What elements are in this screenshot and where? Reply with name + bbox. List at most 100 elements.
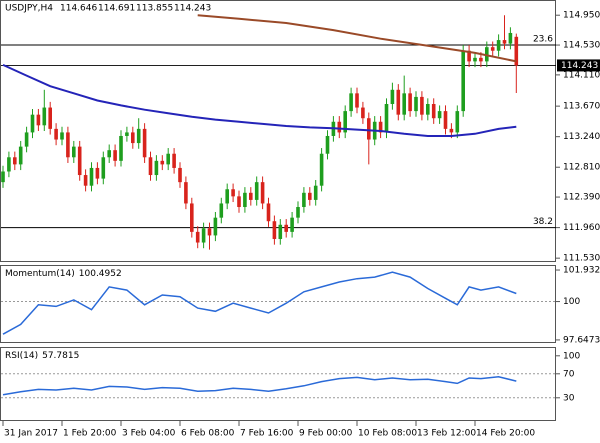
candle-body [142, 128, 147, 158]
candle-body [302, 192, 306, 208]
candle-body [367, 118, 371, 140]
candle-body [207, 228, 212, 236]
candle-body [325, 135, 330, 154]
candle-body [30, 114, 35, 133]
y-tick-label: 112.810 [563, 163, 600, 173]
candle-body [313, 185, 318, 200]
y-tick-label: 114.110 [563, 70, 600, 80]
candle-body [502, 40, 507, 44]
indicator-name: Momentum(14) [5, 269, 75, 279]
current-price-box [557, 59, 600, 72]
candle-body [355, 93, 359, 108]
candle-body [237, 196, 241, 208]
candle-body [461, 50, 465, 112]
candle-body [384, 104, 389, 133]
candle-body [514, 36, 519, 66]
y-tick-label: 113.240 [563, 132, 600, 142]
candle-body [13, 157, 17, 165]
candle-body [490, 47, 495, 51]
current-price-label: 114.243 [561, 61, 598, 71]
candle-body [243, 192, 247, 208]
ohlc-label: 114.691 [98, 4, 135, 14]
candle-body [42, 107, 47, 126]
candle-body [437, 111, 442, 119]
candle-body [107, 150, 111, 158]
candle-body [154, 160, 159, 176]
x-tick-label: 31 Jan 2017 [4, 429, 58, 439]
candle-body [473, 57, 477, 62]
candle-body [77, 146, 82, 176]
y-tick-label: 111.960 [563, 223, 600, 233]
candle-body [414, 96, 418, 112]
candle-body [260, 182, 265, 204]
candle-body [249, 192, 253, 200]
momentum-panel [0, 265, 556, 343]
candle-body [1, 171, 5, 183]
y-tick-label: 97.6473 [563, 335, 600, 345]
y-tick-label: 111.530 [563, 254, 600, 264]
candle-body [396, 89, 401, 115]
indicator-name: RSI(14) [5, 351, 38, 361]
symbol-label: USDJPY,H4 [5, 4, 53, 14]
candle-body [290, 217, 294, 232]
candle-body [113, 150, 117, 161]
rsi-panel [0, 347, 556, 421]
moving-average [2, 63, 517, 137]
candle-body [119, 135, 123, 161]
candle-body [160, 160, 165, 165]
candle-body [54, 128, 58, 140]
candle-body [7, 157, 11, 172]
candle-body [254, 182, 259, 200]
x-tick-label: 14 Feb 20:00 [476, 429, 535, 439]
candle-body [361, 107, 365, 119]
y-tick-label: 70 [563, 369, 575, 379]
x-tick-label: 9 Feb 00:00 [299, 429, 353, 439]
candle-body [284, 224, 288, 232]
y-tick-label: 101.9329 [563, 266, 600, 276]
y-tick-label: 114.530 [563, 41, 600, 51]
candle-body [136, 128, 141, 144]
indicator-value: 57.7815 [42, 351, 79, 361]
candle-body [266, 203, 271, 222]
candle-body [479, 57, 483, 62]
x-tick-label: 6 Feb 08:00 [181, 429, 235, 439]
candle-body [125, 132, 129, 136]
x-tick-label: 3 Feb 04:00 [122, 429, 176, 439]
candle-body [319, 153, 324, 186]
y-tick-label: 114.950 [563, 11, 600, 21]
y-tick-label: 100 [563, 297, 580, 307]
candle-body [148, 157, 153, 176]
ohlc-label: 114.243 [174, 4, 211, 14]
candle-body [378, 121, 383, 133]
candle-body [408, 93, 412, 112]
candle-body [72, 146, 76, 158]
x-tick-label: 13 Feb 12:00 [417, 429, 476, 439]
candle-body [131, 132, 135, 144]
candle-body [166, 153, 170, 165]
candle-body [443, 111, 448, 129]
y-tick-label: 30 [563, 393, 575, 403]
candle-body [272, 221, 277, 239]
indicator-title: RSI(14) 57.7815 [5, 351, 79, 361]
candle-body [349, 93, 353, 112]
ohlc-label: 114.646 [60, 4, 97, 14]
candle-body [402, 93, 406, 115]
candle-body [213, 217, 218, 236]
candle-body [101, 157, 106, 179]
candle-body [231, 189, 235, 197]
candle-body [172, 153, 176, 168]
x-tick-label: 7 Feb 16:00 [240, 429, 294, 439]
candle-body [83, 175, 88, 186]
candle-body [95, 167, 100, 179]
ohlc-label: 113.855 [136, 4, 173, 14]
candle-body [24, 132, 29, 147]
candle-body [508, 32, 513, 44]
candle-body [36, 114, 41, 126]
candle-body [48, 107, 52, 129]
candle-body [201, 228, 206, 243]
candle-body [449, 128, 454, 133]
indicator-value: 100.4952 [79, 269, 122, 279]
x-tick-label: 10 Feb 08:00 [358, 429, 417, 439]
